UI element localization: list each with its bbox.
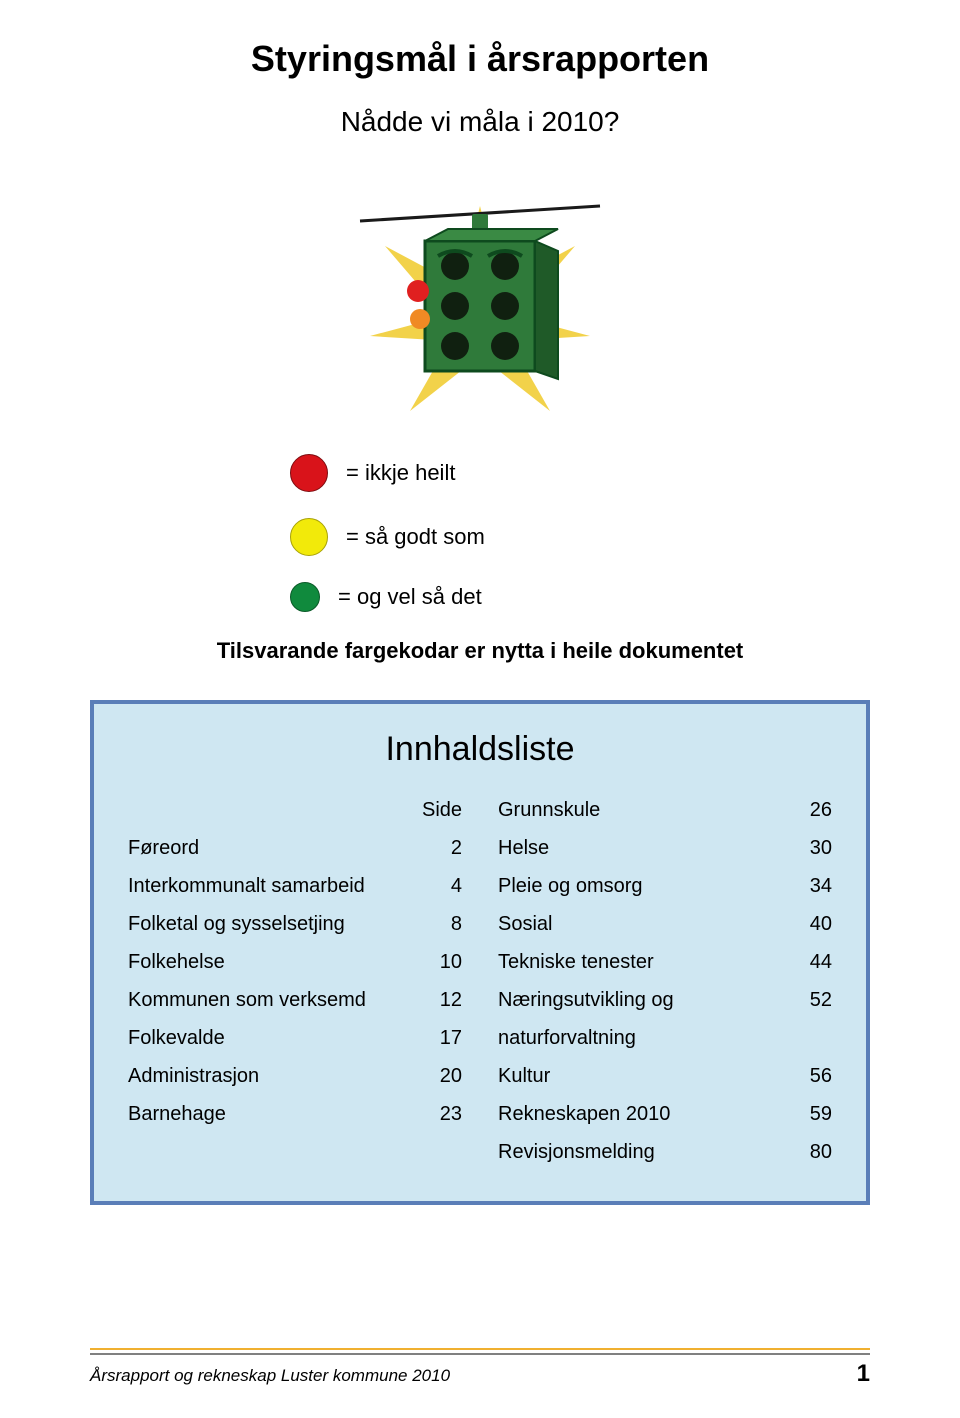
- toc-label: Folkevalde: [128, 1019, 422, 1057]
- legend-item-green: = og vel så det: [290, 582, 870, 612]
- page-subtitle: Nådde vi måla i 2010?: [90, 106, 870, 138]
- toc-page: 2: [422, 829, 462, 867]
- toc-row: Administrasjon20: [128, 1057, 462, 1095]
- toc-label: Administrasjon: [128, 1057, 422, 1095]
- toc-page: 10: [422, 943, 462, 981]
- toc-label: Folkehelse: [128, 943, 422, 981]
- toc-page: 52: [792, 981, 832, 1057]
- toc-page: 34: [792, 867, 832, 905]
- toc-row: Barnehage23: [128, 1095, 462, 1133]
- toc-page: 17: [422, 1019, 462, 1057]
- toc-box: Innhaldsliste SideFøreord2Interkommunalt…: [90, 700, 870, 1205]
- toc-grid: SideFøreord2Interkommunalt samarbeid4Fol…: [128, 791, 832, 1171]
- toc-page: 30: [792, 829, 832, 867]
- legend-label: = så godt som: [346, 524, 485, 550]
- toc-label: Folketal og sysselsetjing: [128, 905, 422, 943]
- toc-row: Pleie og omsorg34: [498, 867, 832, 905]
- toc-row: Næringsutvikling og naturforvaltning52: [498, 981, 832, 1057]
- toc-row: Grunnskule26: [498, 791, 832, 829]
- toc-page: 44: [792, 943, 832, 981]
- toc-page: 4: [422, 867, 462, 905]
- toc-label: Helse: [498, 829, 792, 867]
- toc-label: Grunnskule: [498, 791, 792, 829]
- toc-label: Kommunen som verksemd: [128, 981, 422, 1019]
- toc-label: Føreord: [128, 829, 422, 867]
- toc-label: Barnehage: [128, 1095, 422, 1133]
- toc-page: 26: [792, 791, 832, 829]
- toc-page: 12: [422, 981, 462, 1019]
- page-number: 1: [857, 1360, 870, 1388]
- toc-page: 59: [792, 1095, 832, 1133]
- toc-row: Interkommunalt samarbeid4: [128, 867, 462, 905]
- toc-label: Revisjonsmelding: [498, 1133, 792, 1171]
- traffic-light-graphic: [90, 166, 870, 436]
- toc-label: Næringsutvikling og naturforvaltning: [498, 981, 792, 1057]
- page-title: Styringsmål i årsrapporten: [90, 38, 870, 80]
- footer-text: Årsrapport og rekneskap Luster kommune 2…: [90, 1366, 450, 1386]
- legend-label: = ikkje heilt: [346, 460, 455, 486]
- legend: = ikkje heilt = så godt som = og vel så …: [290, 454, 870, 612]
- legend-item-yellow: = så godt som: [290, 518, 870, 556]
- toc-page: 8: [422, 905, 462, 943]
- toc-row: Helse30: [498, 829, 832, 867]
- legend-dot-yellow: [290, 518, 328, 556]
- legend-dot-red: [290, 454, 328, 492]
- traffic-light-icon: [330, 166, 630, 436]
- toc-label: [128, 791, 422, 829]
- toc-page: Side: [422, 791, 462, 829]
- toc-label: Sosial: [498, 905, 792, 943]
- toc-label: Kultur: [498, 1057, 792, 1095]
- toc-row: Revisjonsmelding80: [498, 1133, 832, 1171]
- toc-col-right: Grunnskule26Helse30Pleie og omsorg34Sosi…: [498, 791, 832, 1171]
- toc-page: 56: [792, 1057, 832, 1095]
- toc-row: Rekneskapen 201059: [498, 1095, 832, 1133]
- toc-col-left: SideFøreord2Interkommunalt samarbeid4Fol…: [128, 791, 462, 1171]
- toc-title: Innhaldsliste: [128, 730, 832, 769]
- toc-row: Tekniske tenester44: [498, 943, 832, 981]
- legend-item-red: = ikkje heilt: [290, 454, 870, 492]
- toc-label: Tekniske tenester: [498, 943, 792, 981]
- page: Styringsmål i årsrapporten Nådde vi måla…: [0, 0, 960, 1418]
- legend-label: = og vel så det: [338, 584, 482, 610]
- legend-dot-green: [290, 582, 320, 612]
- toc-row: Folkevalde17: [128, 1019, 462, 1057]
- toc-row: Kultur56: [498, 1057, 832, 1095]
- toc-page: 20: [422, 1057, 462, 1095]
- toc-page: 23: [422, 1095, 462, 1133]
- toc-row: Kommunen som verksemd12: [128, 981, 462, 1019]
- toc-row: Side: [128, 791, 462, 829]
- toc-page: 80: [792, 1133, 832, 1171]
- toc-row: Folketal og sysselsetjing8: [128, 905, 462, 943]
- toc-label: Rekneskapen 2010: [498, 1095, 792, 1133]
- toc-label: Pleie og omsorg: [498, 867, 792, 905]
- toc-page: 40: [792, 905, 832, 943]
- toc-row: Sosial40: [498, 905, 832, 943]
- legend-note: Tilsvarande fargekodar er nytta i heile …: [90, 638, 870, 664]
- toc-row: Føreord2: [128, 829, 462, 867]
- toc-label: Interkommunalt samarbeid: [128, 867, 422, 905]
- footer: Årsrapport og rekneskap Luster kommune 2…: [90, 1360, 870, 1388]
- toc-row: Folkehelse10: [128, 943, 462, 981]
